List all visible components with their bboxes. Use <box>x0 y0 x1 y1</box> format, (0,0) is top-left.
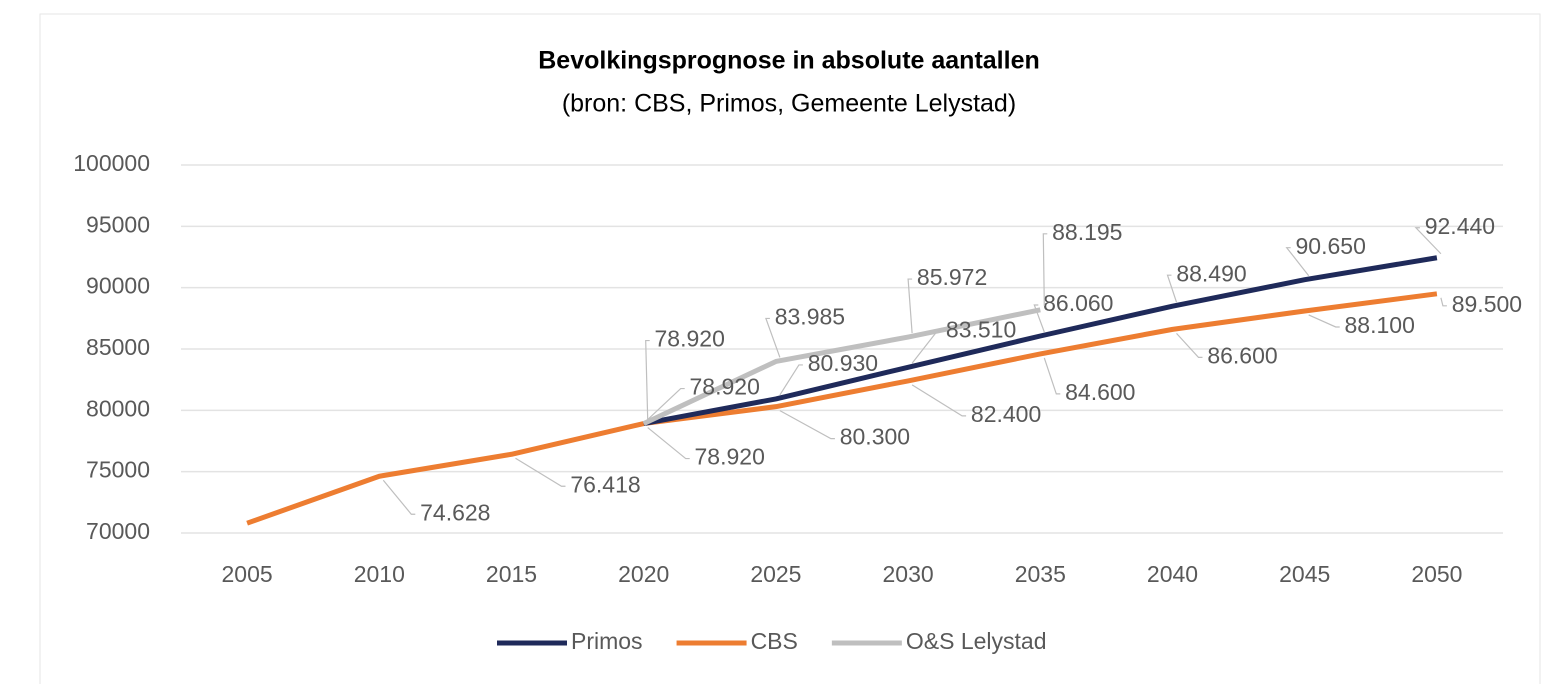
data-label: 92.440 <box>1425 213 1495 239</box>
x-tick-label: 2030 <box>883 561 934 587</box>
leader-line <box>645 339 650 420</box>
chart-frame <box>39 13 1541 689</box>
data-label: 82.400 <box>971 401 1041 427</box>
leader-line <box>1043 357 1061 395</box>
data-label: 74.628 <box>420 499 490 525</box>
leader-line <box>1166 274 1178 303</box>
data-label: 89.500 <box>1452 291 1522 317</box>
data-label: 78.920 <box>690 374 760 400</box>
legend-label: CBS <box>751 628 798 654</box>
leader-line <box>779 410 835 440</box>
x-tick-label: 2045 <box>1279 561 1330 587</box>
chart-title: Bevolkingsprognose in absolute aantallen <box>538 47 1040 75</box>
x-tick-label: 2035 <box>1015 561 1066 587</box>
series-line <box>642 307 1041 426</box>
leader-line <box>647 387 685 421</box>
y-tick-label: 95000 <box>86 211 150 237</box>
leader-line <box>911 330 942 364</box>
leader-line <box>1042 233 1048 306</box>
data-label: 80.300 <box>840 424 910 450</box>
data-label: 84.600 <box>1065 379 1135 405</box>
data-label: 88.195 <box>1052 219 1122 245</box>
leader-line <box>911 384 967 417</box>
data-label: 83.985 <box>775 304 845 330</box>
x-tick-label: 2040 <box>1147 561 1198 587</box>
data-label: 88.490 <box>1176 260 1246 286</box>
leader-line <box>1176 332 1203 358</box>
y-tick-label: 75000 <box>86 457 150 483</box>
chart-subtitle: (bron: CBS, Primos, Gemeente Lelystad) <box>562 90 1016 118</box>
data-label: 76.418 <box>570 471 640 497</box>
y-tick-label: 70000 <box>86 518 150 544</box>
x-tick-label: 2025 <box>750 561 801 587</box>
data-label: 86.060 <box>1043 290 1113 316</box>
data-label: 80.930 <box>808 350 878 376</box>
leader-line <box>1414 227 1442 255</box>
y-tick-label: 85000 <box>86 334 150 360</box>
data-label: 86.600 <box>1207 342 1277 368</box>
series-line <box>246 291 1438 526</box>
series-line <box>643 255 1438 427</box>
leader-line <box>515 457 566 487</box>
x-tick-label: 2010 <box>354 561 405 587</box>
leader-line <box>765 317 781 358</box>
data-label: 90.650 <box>1296 233 1366 259</box>
x-tick-label: 2015 <box>486 561 537 587</box>
y-tick-label: 100000 <box>73 150 150 176</box>
data-label: 78.920 <box>655 326 725 352</box>
leader-line <box>1285 247 1310 277</box>
leader-line <box>907 278 913 334</box>
y-tick-label: 80000 <box>86 395 150 421</box>
x-tick-label: 2005 <box>222 561 273 587</box>
leader-line <box>1033 304 1045 333</box>
x-tick-label: 2050 <box>1411 561 1462 587</box>
y-tick-label: 90000 <box>86 273 150 299</box>
x-tick-label: 2020 <box>618 561 669 587</box>
legend-label: Primos <box>571 628 643 654</box>
leader-line <box>1308 314 1340 328</box>
leader-line <box>1440 297 1447 307</box>
leader-line <box>779 364 803 396</box>
leader-line <box>382 479 416 515</box>
leader-line <box>647 427 690 460</box>
data-label: 85.972 <box>917 264 987 290</box>
data-label: 83.510 <box>946 316 1016 342</box>
data-label: 88.100 <box>1345 312 1415 338</box>
legend-label: O&S Lelystad <box>906 628 1047 654</box>
data-label: 78.920 <box>695 444 765 470</box>
